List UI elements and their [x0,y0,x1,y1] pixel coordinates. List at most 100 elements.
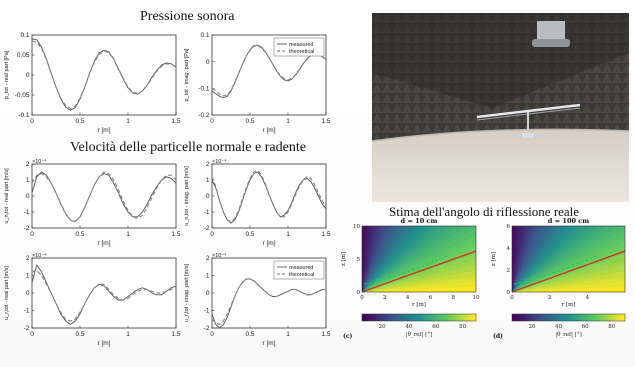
heatmap-cell [362,226,375,292]
x-tick-label: 0 [210,118,214,125]
heatmap-field [362,226,476,292]
x-tick-label: 10 [473,295,480,301]
anechoic-chamber-photo [372,13,629,202]
heatmap-cell [512,226,600,292]
heatmap-svg: d = 10 cm 0 2 4 6 8 10 10 5 0 r [m] z [m] 20 40 60 80 |θ… [341,217,480,340]
heatmap-cell [512,226,516,292]
axis-exponent: ×10⁻⁴ [212,158,227,165]
y-tick-label: -0.1 [18,112,30,119]
colorbar-cell [444,314,448,321]
heatmap-title: d = 10 cm [401,217,438,225]
heatmap-cell [512,226,531,292]
chart-svg: 0 0.5 1 1.5 2 1 0 -1 -2 r [m] u_n,tot - imag. part… [184,158,331,247]
heatmap-cell [362,226,378,292]
chart-svg: 0 0.5 1 1.5 0.1 0 -0.1 -0.2 r [m] p_tot - imag. p… [184,32,331,134]
heatmap-cell [362,226,418,292]
colorbar-cell [464,314,468,321]
heatmap-cell [512,226,573,292]
heatmap-cell [512,226,567,292]
y-tick-label: -1 [204,209,210,216]
colorbar-cell [399,314,403,321]
plot-area [31,34,177,116]
colorbar-cell [531,314,535,321]
colorbar-frame [361,313,477,322]
y-tick-label: 0.1 [200,32,209,39]
colorbar-cell [582,314,586,321]
x-tick-label: 1 [286,118,290,125]
series-line-theoretical [211,169,327,223]
y-tick-label: 0 [507,290,511,296]
colorbar-cell [605,314,609,321]
x-tick-label: 0 [30,331,34,338]
colorbar-cell [410,314,414,321]
heatmap-cell [512,226,585,292]
colorbar-cell [433,314,437,321]
y-tick-label: 0.1 [20,32,29,39]
colorbar-cell [514,314,518,321]
y-tick-label: 0 [26,290,30,297]
heatmap-cell [362,226,429,292]
colorbar-cell [622,314,626,321]
x-axis-label: r [m] [98,240,111,247]
y-tick-label: 2 [507,268,511,274]
colorbar-cell [387,314,391,321]
colorbar-cell [565,314,569,321]
series-line-measured [31,263,177,326]
x-tick-label: 1.5 [321,331,330,338]
x-tick-label: 1 [126,231,130,238]
y-tick-label: 4 [507,246,511,252]
heatmap-cell [512,226,535,292]
chart-un-imag: 0 0.5 1 1.5 2 1 0 -1 -2 r [m] u_n,tot - imag. part… [182,156,332,248]
colorbar-cell [453,314,457,321]
colorbar-tick-label: 40 [405,324,412,330]
y-tick-label: -2 [24,325,30,332]
colorbar-cell [416,314,420,321]
colorbar-cell [461,314,465,321]
y-tick-label: 1 [206,273,210,280]
colorbar-cell [554,314,558,321]
heatmap-cell [512,226,579,292]
colorbar-cell [571,314,575,321]
y-tick-label: 6 [507,224,511,230]
x-axis-label: r [m] [263,340,276,347]
x-tick-label: 0.5 [245,118,254,125]
legend-box [273,37,325,57]
x-tick-label: 0.5 [245,231,254,238]
heatmap-cell [362,226,372,292]
axis-exponent: ×10⁻⁴ [212,252,227,259]
colorbar-cell [390,314,394,321]
estimated-angle-line [363,255,448,285]
colorbar-cell [543,314,547,321]
colorbar-cell [557,314,561,321]
y-tick-label: 0 [206,59,210,66]
heatmap-field [512,226,625,292]
colorbar-cell [602,314,606,321]
y-tick-label: 5 [357,257,361,263]
y-tick-label: -2 [204,225,210,232]
heatmap-cell [512,226,522,292]
x-tick-label: 0 [360,295,364,301]
x-tick-label: 0 [30,231,34,238]
x-tick-label: 0.5 [245,331,254,338]
x-tick-label: 0 [210,231,214,238]
plot-area [31,163,177,229]
colorbar-cell [588,314,592,321]
heatmap-cell [512,226,563,292]
colorbar-cell [545,314,550,321]
colorbar-cell [610,314,615,321]
y-tick-label: -1 [24,209,30,216]
colorbar-cell [441,314,445,321]
heatmap-cell [362,226,423,292]
y-tick-label: 0 [26,72,30,79]
heatmap-cell [512,226,554,292]
colorbar-cell [393,314,397,321]
chart-p-real: 0 0.5 1 1.5 0.1 0.05 0 -0.05 -0.1 r [m] p_tot - re… [2,27,182,135]
colorbar-cell [568,314,572,321]
heatmap-cell [362,226,396,292]
x-tick-label: 0 [510,295,514,301]
colorbar-cell [560,314,564,321]
panel-label: (c) [343,333,352,340]
colorbar-cell [370,314,374,321]
